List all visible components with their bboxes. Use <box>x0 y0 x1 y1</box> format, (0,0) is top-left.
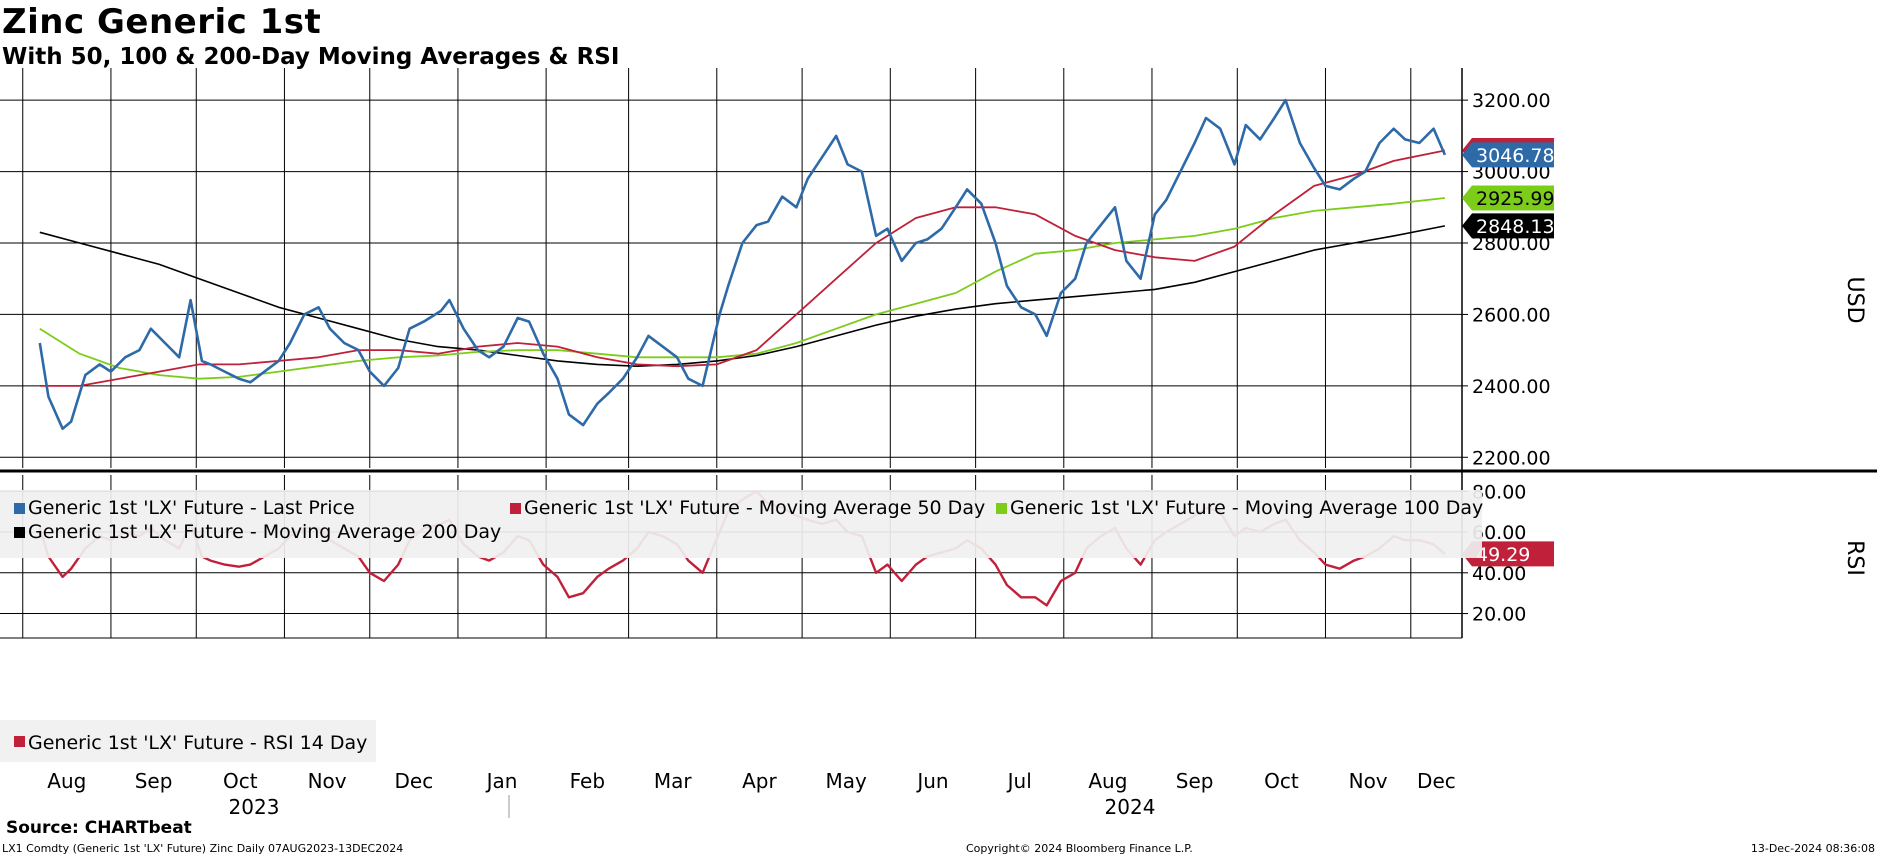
rsi-tick-label: 20.00 <box>1472 604 1526 626</box>
legend-swatch <box>14 527 25 538</box>
legend-swatch <box>14 736 25 747</box>
instrument-description: LX1 Comdty (Generic 1st 'LX' Future) Zin… <box>2 842 404 855</box>
price-tick-label: 2800.00 <box>1472 233 1551 255</box>
rsi-tick-label: 40.00 <box>1472 563 1526 585</box>
ma100-last-value: 2925.99 <box>1476 188 1555 210</box>
x-month-label: Jun <box>915 769 948 793</box>
x-month-label: Jan <box>485 769 518 793</box>
price-tick-label: 2200.00 <box>1472 447 1551 469</box>
x-month-label: Dec <box>395 769 434 793</box>
x-month-label: Sep <box>1176 769 1214 793</box>
ma100-line <box>39 197 1445 380</box>
price-tick-label: 2600.00 <box>1472 304 1551 326</box>
legend-swatch <box>14 503 25 514</box>
x-month-label: Feb <box>570 769 605 793</box>
chart-canvas: 2200.002400.002600.002800.003000.003200.… <box>0 68 1877 819</box>
legend-swatch <box>996 503 1007 514</box>
ma200-last-value-bg <box>1462 213 1554 239</box>
x-month-label: Sep <box>135 769 173 793</box>
x-month-label: Oct <box>223 769 258 793</box>
x-year-label: 2024 <box>1105 795 1156 819</box>
x-month-label: Oct <box>1264 769 1299 793</box>
legend-label: Generic 1st 'LX' Future - Last Price <box>28 497 355 519</box>
rsi-axis-title: RSI <box>1842 540 1867 576</box>
price-axis-title: USD <box>1842 276 1867 323</box>
legend-label: Generic 1st 'LX' Future - Moving Average… <box>1010 497 1483 519</box>
x-month-label: May <box>826 769 868 793</box>
x-month-label: Nov <box>308 769 347 793</box>
copyright-notice: Copyright© 2024 Bloomberg Finance L.P. <box>966 842 1193 855</box>
legend-label: Generic 1st 'LX' Future - RSI 14 Day <box>28 732 367 754</box>
x-month-label: Aug <box>47 769 86 793</box>
price-legend-bg <box>0 490 1482 558</box>
x-month-label: Apr <box>742 769 777 793</box>
ma50-line <box>39 149 1446 387</box>
rsi-last-value-bg <box>1462 541 1554 567</box>
legend-swatch <box>510 503 521 514</box>
x-month-label: Aug <box>1088 769 1127 793</box>
rsi-tick-label: 60.00 <box>1472 522 1526 544</box>
ma100-last-value-bg <box>1462 185 1554 211</box>
chart-subtitle: With 50, 100 & 200-Day Moving Averages &… <box>2 44 620 70</box>
price-tick-label: 3200.00 <box>1472 90 1551 112</box>
chart-title: Zinc Generic 1st <box>2 2 322 42</box>
legend-label: Generic 1st 'LX' Future - Moving Average… <box>524 497 985 519</box>
price-tick-label: 2400.00 <box>1472 376 1551 398</box>
x-month-label: Dec <box>1417 769 1456 793</box>
x-month-label: Jul <box>1006 769 1032 793</box>
rsi-legend-bg <box>0 720 376 762</box>
last-price-line <box>38 98 1447 431</box>
rsi-last-value: 49.29 <box>1476 544 1530 566</box>
x-year-label: 2023 <box>229 795 280 819</box>
last-price-value: 3046.78 <box>1476 145 1555 167</box>
timestamp-label: 13-Dec-2024 08:36:08 <box>1750 842 1875 855</box>
x-month-label: Mar <box>654 769 693 793</box>
rsi-tick-label: 80.00 <box>1472 481 1526 503</box>
legend-label: Generic 1st 'LX' Future - Moving Average… <box>28 521 501 543</box>
ma200-last-value: 2848.13 <box>1476 216 1555 238</box>
x-month-label: Nov <box>1349 769 1388 793</box>
source-label: Source: CHARTbeat <box>6 818 192 838</box>
last-price-value-bg <box>1462 142 1554 168</box>
